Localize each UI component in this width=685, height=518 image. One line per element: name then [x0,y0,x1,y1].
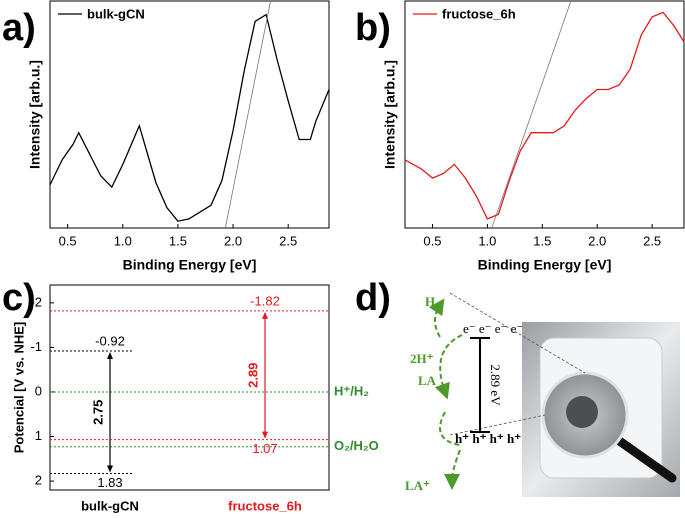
plot-frame [49,284,330,491]
x-tick-label: 0.5 [59,233,77,248]
label: h⁺ h⁺ h⁺ h⁺ [455,431,521,446]
reference-label: H⁺/H₂ [334,383,369,398]
legend-label: fructose_6h [442,6,516,21]
arrow-head [262,311,268,319]
x-tick-label: 1.0 [478,233,496,248]
arrow [428,298,445,338]
arrow [434,334,463,400]
label: LA⁺ [405,478,430,493]
gap-label: 2.89 [245,363,260,388]
vb-label: 1.07 [252,441,277,456]
y-tick-label: 0 [35,383,42,398]
category-label: fructose_6h [228,498,302,513]
arrow-head [262,431,268,439]
cb-label: -1.82 [250,293,280,308]
x-tick-label: 0.5 [423,233,441,248]
y-tick-label: -2 [30,294,42,309]
x-tick-label: 2.0 [588,233,606,248]
label: H₂ [425,294,439,309]
y-tick-label: -1 [30,339,42,354]
panel-label: c) [2,277,36,319]
plot-frame [404,0,685,229]
x-tick-label: 2.5 [643,233,661,248]
tangent [491,0,572,229]
label: 2.89 eV [488,364,503,406]
y-axis-label: Intensity [arb.u.] [382,60,398,169]
arrow-head [107,465,113,473]
y-axis-label: Potencial [V vs. NHE] [11,322,26,453]
scheme: d) H₂ 2H⁺ LA LA⁺ e⁻ e⁻ e⁻ e⁻ h⁺ h⁺ h⁺ h⁺… [355,277,680,497]
legend-label: bulk-gCN [87,6,145,21]
label: e⁻ e⁻ e⁻ e⁻ [463,321,523,336]
data-line [404,11,685,220]
arrow [444,449,461,490]
panel-label: d) [355,277,391,319]
cb-label: -0.92 [95,333,125,348]
x-axis-label: Binding Energy [eV] [123,257,257,273]
lens-handle [613,435,677,483]
arrow-head [107,351,113,359]
tangent [224,0,271,229]
y-axis-label: Intensity [arb.u.] [27,60,43,169]
x-tick-label: 1.5 [533,233,551,248]
label: LA [418,373,437,388]
x-tick-label: 1.5 [169,233,187,248]
panel-label: a) [2,7,36,49]
y-tick-label: 1 [35,428,42,443]
x-tick-label: 1.0 [114,233,132,248]
y-tick-label: 2 [35,473,42,488]
gap-label: 2.75 [90,400,105,425]
x-tick-label: 2.5 [279,233,297,248]
data-line [49,13,330,222]
panel-label: b) [355,7,391,49]
vb-label: 1.83 [97,475,122,490]
x-tick-label: 2.0 [224,233,242,248]
guide [449,414,546,436]
label: 2H⁺ [410,351,434,366]
plot-frame [49,0,330,229]
guide [449,292,586,374]
category-label: bulk-gCN [81,498,139,513]
arrow [439,411,461,446]
reference-label: O₂/H₂O [334,438,379,453]
x-axis-label: Binding Energy [eV] [478,257,612,273]
sample [566,396,598,428]
